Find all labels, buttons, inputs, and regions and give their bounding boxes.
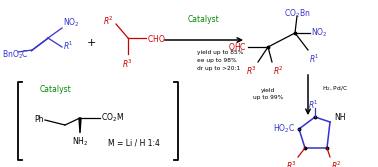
Text: ee up to 98%: ee up to 98% <box>197 58 237 63</box>
Text: M = Li / H 1:4: M = Li / H 1:4 <box>108 138 160 147</box>
Text: yield
up to 99%: yield up to 99% <box>253 88 283 100</box>
Text: $\mathregular{NO_2}$: $\mathregular{NO_2}$ <box>63 17 80 29</box>
Text: $\mathit{R}^1$: $\mathit{R}^1$ <box>308 99 318 111</box>
Text: NH: NH <box>334 114 345 123</box>
Text: Catalyst: Catalyst <box>188 16 220 25</box>
Text: $\mathregular{HO_2C}$: $\mathregular{HO_2C}$ <box>273 123 295 135</box>
Text: $+$: $+$ <box>86 38 96 48</box>
Text: $\mathit{R}^3$: $\mathit{R}^3$ <box>286 160 297 167</box>
Text: $\mathit{R}^2$: $\mathit{R}^2$ <box>273 65 284 77</box>
Text: $\mathregular{CHO}$: $\mathregular{CHO}$ <box>147 33 166 43</box>
Text: $\mathit{R}^1$: $\mathit{R}^1$ <box>309 53 320 65</box>
Text: $\mathit{R}^2$: $\mathit{R}^2$ <box>103 15 114 27</box>
Text: $\mathregular{NH_2}$: $\mathregular{NH_2}$ <box>72 136 88 148</box>
Text: dr up to >20:1: dr up to >20:1 <box>197 66 240 71</box>
Text: Catalyst: Catalyst <box>40 86 72 95</box>
Text: Ph: Ph <box>34 116 44 125</box>
Text: $\mathregular{BnO_2C}$: $\mathregular{BnO_2C}$ <box>2 49 29 61</box>
Text: $\mathit{R}^3$: $\mathit{R}^3$ <box>122 58 133 70</box>
Text: yield up to 85%: yield up to 85% <box>197 50 243 55</box>
Text: $\mathregular{NO_2}$: $\mathregular{NO_2}$ <box>311 27 328 39</box>
Text: $\mathit{R}^3$: $\mathit{R}^3$ <box>246 65 257 77</box>
Text: $\mathregular{H_2}$, Pd/C: $\mathregular{H_2}$, Pd/C <box>322 85 348 93</box>
Text: $\mathregular{OHC}$: $\mathregular{OHC}$ <box>228 42 247 52</box>
Polygon shape <box>79 118 81 133</box>
Text: $\mathregular{CO_2M}$: $\mathregular{CO_2M}$ <box>101 112 124 124</box>
Text: $\mathit{R}^2$: $\mathit{R}^2$ <box>331 160 342 167</box>
Text: $\mathregular{CO_2Bn}$: $\mathregular{CO_2Bn}$ <box>284 8 310 20</box>
Text: $\mathit{R}^1$: $\mathit{R}^1$ <box>63 40 74 52</box>
